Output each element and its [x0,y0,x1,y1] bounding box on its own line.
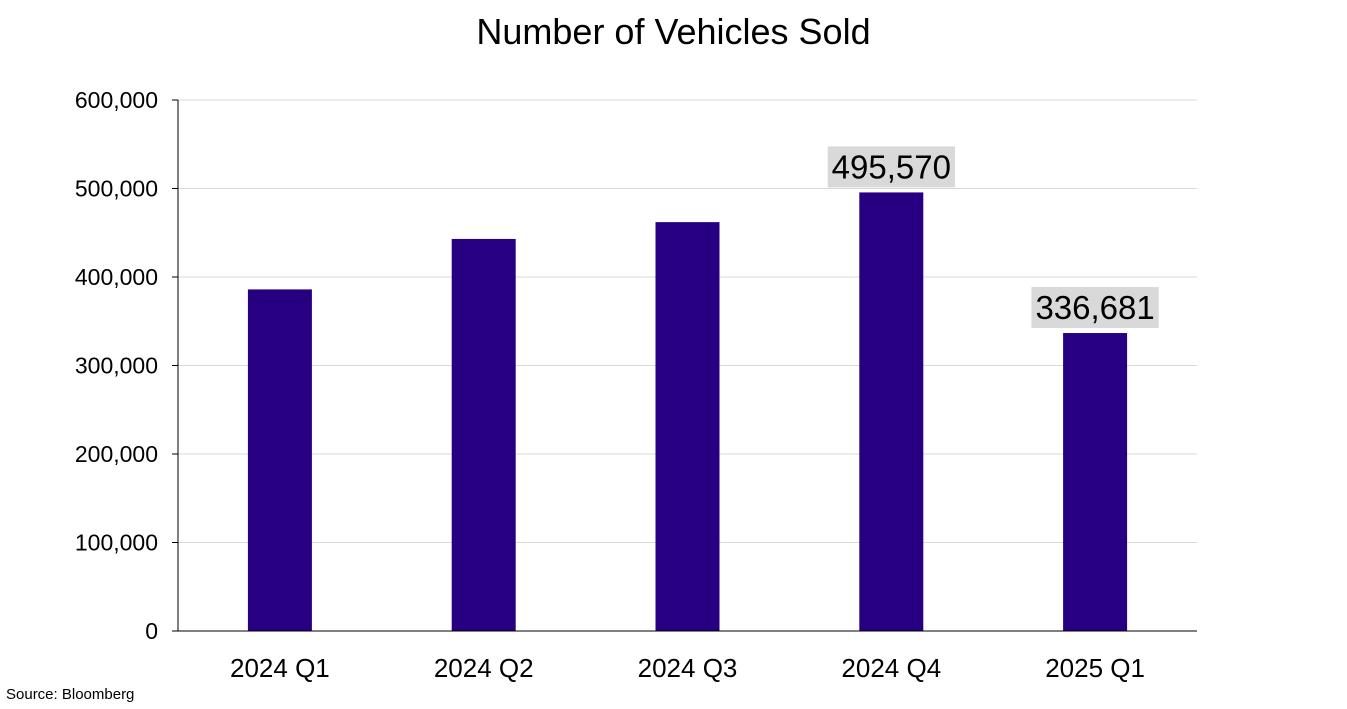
bar-2024-q1 [247,289,312,631]
x-tick-label: 2024 Q4 [841,653,941,683]
data-label-background [827,146,955,188]
y-tick-label: 400,000 [75,264,158,290]
y-tick-label: 100,000 [75,530,158,556]
bars [247,192,1128,632]
y-tick-label: 0 [145,618,158,644]
tick-labels: 0 100,000 200,000 300,000 400,000 500,000 600,… [75,87,1145,683]
bar-2025-q1 [1063,333,1128,631]
data-label-background [1031,287,1159,329]
bar-2024-q2 [451,238,516,631]
data-label-text: 336,681 [1035,289,1154,326]
y-tick-label: 300,000 [75,353,158,379]
x-tick-label: 2024 Q1 [230,653,330,683]
data-label: 336,681 [1031,287,1159,329]
y-tick-label: 500,000 [75,176,158,202]
x-tick-label: 2025 Q1 [1045,653,1145,683]
source-note: Source: Bloomberg [6,686,135,703]
bar-2024-q4 [859,192,924,632]
y-tick-label: 600,000 [75,87,158,113]
x-tick-label: 2024 Q3 [638,653,738,683]
bar-2024-q3 [655,222,720,631]
x-tick-label: 2024 Q2 [434,653,534,683]
axes [172,99,1197,632]
y-tick-label: 200,000 [75,441,158,467]
data-label: 495,570 [827,146,955,188]
chart-title: Number of Vehicles Sold [476,11,871,52]
data-label-text: 495,570 [832,148,951,185]
data-labels: 495,570 336,681 [827,146,1159,329]
